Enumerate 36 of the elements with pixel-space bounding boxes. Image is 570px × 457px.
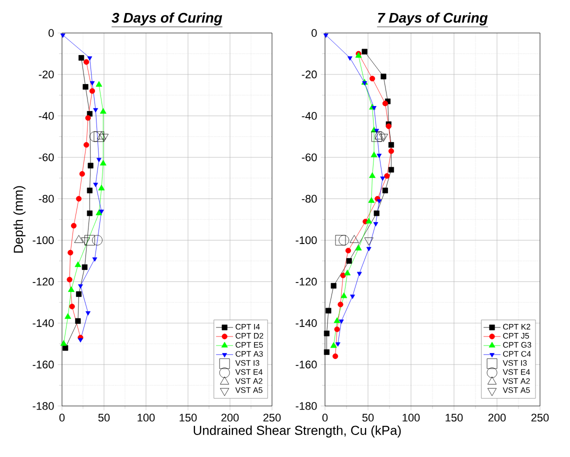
y-axis-title: Depth (mm) xyxy=(13,186,26,253)
y-tick-label: -180 xyxy=(296,402,317,410)
x-tick-label: 150 xyxy=(180,414,197,422)
y-tick-label: -80 xyxy=(38,194,54,203)
y-tick-label: -80 xyxy=(302,194,317,203)
y-tick-label: -60 xyxy=(38,153,54,162)
x-tick-label: 150 xyxy=(446,414,463,422)
chart-title: 3 Days of Curing xyxy=(112,12,222,26)
chart-title: 7 Days of Curing xyxy=(378,12,488,26)
y-tick-label: -100 xyxy=(32,236,54,244)
y-tick-label: -100 xyxy=(296,236,317,244)
y-tick-label: -20 xyxy=(38,70,54,78)
y-tick-label: -180 xyxy=(32,402,54,410)
x-tick-label: 100 xyxy=(138,414,155,422)
x-tick-label: 0 xyxy=(59,414,65,422)
x-tick-label: 250 xyxy=(531,414,549,422)
y-tick-label: -160 xyxy=(32,360,54,368)
y-tick-label: 0 xyxy=(312,29,317,37)
y-tick-label: -140 xyxy=(296,319,317,327)
x-tick-label: 200 xyxy=(488,414,506,422)
x-axis-title: Undrained Shear Strength, Cu (kPa) xyxy=(194,425,401,438)
x-tick-label: 250 xyxy=(263,414,281,422)
y-tick-label: -60 xyxy=(302,153,317,162)
y-tick-label: -40 xyxy=(38,112,54,120)
y-tick-label: -40 xyxy=(302,112,317,120)
x-tick-label: 100 xyxy=(402,414,420,422)
x-tick-label: 200 xyxy=(221,414,239,422)
x-tick-label: 0 xyxy=(322,414,328,422)
y-tick-label: -20 xyxy=(302,70,317,78)
y-tick-label: 0 xyxy=(48,29,54,37)
y-tick-label: -120 xyxy=(32,278,54,286)
y-tick-label: -160 xyxy=(296,360,317,368)
x-tick-label: 50 xyxy=(362,414,374,422)
y-tick-label: -140 xyxy=(32,319,54,327)
y-tick-label: -120 xyxy=(296,278,317,286)
x-tick-label: 50 xyxy=(98,414,110,422)
